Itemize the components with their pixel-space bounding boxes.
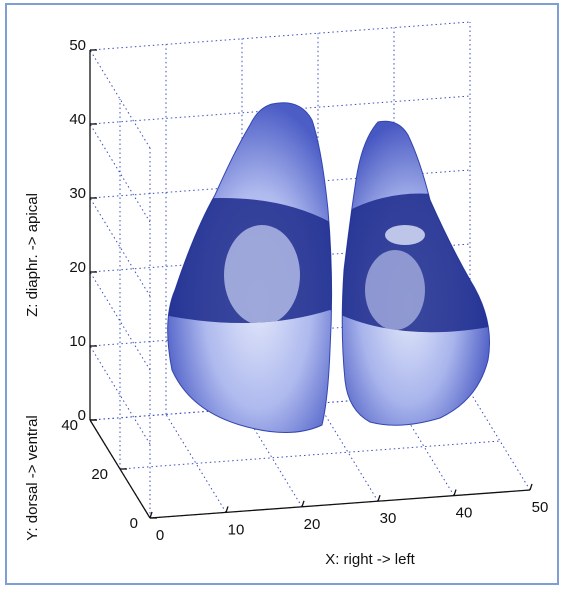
z-tick-label: 10 [69, 333, 86, 350]
grid-line [89, 49, 151, 149]
y-tick-label: 40 [61, 417, 78, 434]
x-tick-label: 40 [456, 505, 473, 522]
grid-line [89, 169, 471, 199]
y-tick-label: 20 [91, 466, 108, 483]
grid-line [89, 345, 151, 445]
z-tick-label: 50 [69, 37, 86, 54]
grid-line [89, 21, 471, 51]
lungs-surface [167, 102, 491, 433]
grid-line [165, 414, 227, 513]
x-tick [529, 483, 533, 491]
x-tick-label: 30 [380, 510, 397, 527]
grid-line [89, 391, 471, 421]
x-tick [301, 500, 305, 508]
x-axis-line [149, 489, 531, 519]
frame [5, 3, 559, 585]
grid-line [119, 440, 501, 470]
grid-line [89, 123, 151, 223]
x-axis-label: X: right -> left [325, 551, 415, 568]
grid-line [89, 243, 471, 273]
z-tick-label: 0 [78, 407, 86, 424]
x-tick-label: 10 [228, 521, 245, 538]
x-tick-label: 50 [532, 499, 549, 516]
grid-line [89, 317, 471, 347]
x-tick [149, 511, 153, 519]
x-tick [225, 506, 229, 513]
grid-line [469, 391, 531, 491]
z-tick-label: 30 [69, 185, 86, 202]
x-tick-label: 20 [304, 516, 321, 533]
x-tick-label: 0 [156, 527, 164, 544]
z-tick-label: 40 [69, 111, 86, 128]
z-tick-label: 20 [69, 259, 86, 276]
grid-line [89, 95, 471, 125]
y-tick-label: 0 [130, 515, 138, 532]
z-axis-label: Z: diaphr. -> apical [24, 193, 41, 317]
y-axis-label: Y: dorsal -> ventral [24, 415, 41, 540]
x-tick [453, 489, 457, 496]
grid-line [317, 402, 379, 502]
grid-line [89, 197, 151, 297]
x-tick [377, 494, 381, 502]
grid-line [89, 271, 151, 371]
